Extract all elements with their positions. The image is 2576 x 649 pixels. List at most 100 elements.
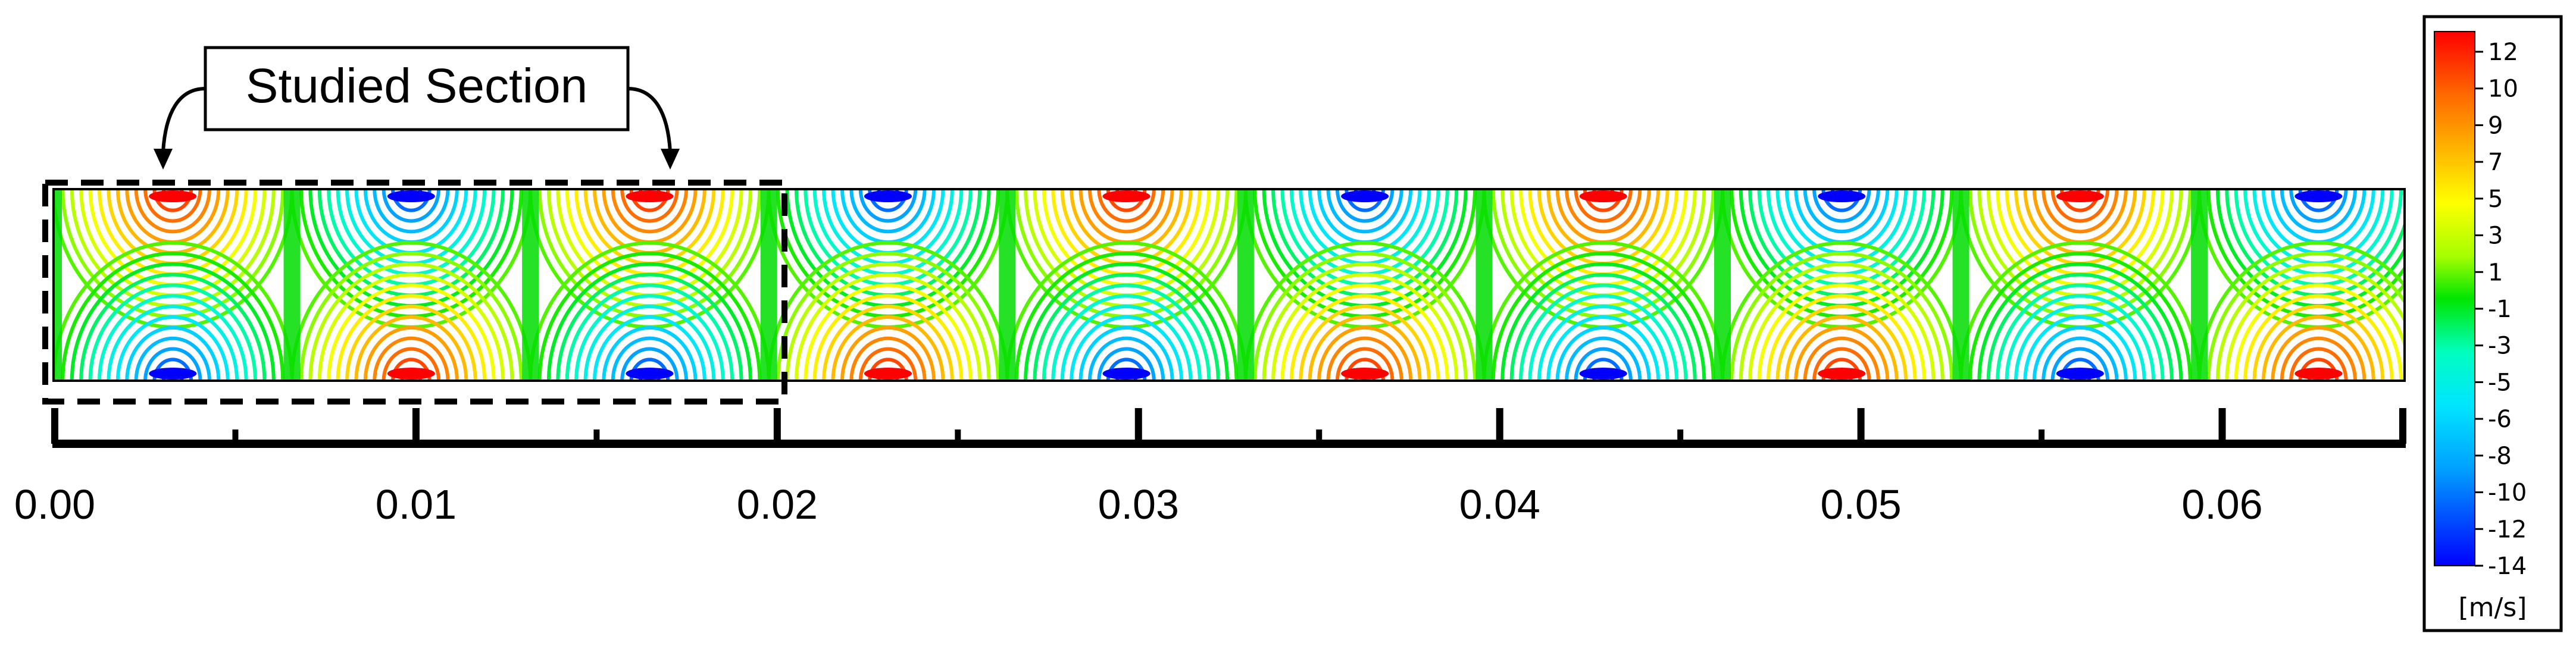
callout-arrowhead-left bbox=[154, 149, 173, 170]
contour-line bbox=[611, 337, 689, 381]
separatrix-band bbox=[2191, 189, 2208, 381]
colorbar: 12 10 9 7 5 3 1 -1 -3 -5 -6 -8 -10 -12 -14 [m/s] bbox=[2422, 15, 2563, 632]
x-axis: 0.00 0.01 0.02 0.03 0.04 0.05 0.06 bbox=[14, 408, 2406, 528]
contour-line bbox=[1968, 251, 2192, 381]
contour-line bbox=[1775, 305, 1908, 381]
contour-line bbox=[1042, 283, 1211, 381]
contour-line bbox=[373, 189, 450, 234]
contour-line bbox=[61, 251, 285, 381]
tick-label: 0.06 bbox=[2181, 481, 2262, 528]
contour-line bbox=[308, 262, 514, 381]
contour-line bbox=[1757, 283, 1926, 381]
contour-line bbox=[776, 251, 1000, 381]
contour-line bbox=[143, 189, 202, 223]
contour-line bbox=[529, 241, 771, 381]
contour-line bbox=[2234, 283, 2403, 381]
contour-core bbox=[864, 368, 912, 380]
contour-line bbox=[785, 262, 991, 381]
contour-core bbox=[1818, 190, 1866, 202]
contour-line bbox=[1262, 262, 1468, 381]
contour-core bbox=[2056, 368, 2104, 380]
colorbar-label: 7 bbox=[2488, 149, 2503, 176]
contour-line bbox=[1253, 251, 1477, 381]
contour-line bbox=[1308, 315, 1422, 381]
contour-line bbox=[1767, 294, 1917, 381]
contour-line bbox=[812, 294, 964, 381]
contour-line bbox=[1794, 326, 1890, 381]
contour-line bbox=[115, 315, 230, 381]
contour-line bbox=[2050, 189, 2110, 223]
contour-line bbox=[1555, 326, 1651, 381]
tick-label: 0.05 bbox=[1820, 481, 1901, 528]
contour-line bbox=[565, 284, 734, 381]
contour-line bbox=[1014, 251, 1239, 381]
contour-line bbox=[125, 325, 221, 381]
contour-line bbox=[1996, 283, 2165, 381]
contour-line bbox=[143, 347, 202, 381]
contour-line bbox=[336, 294, 487, 381]
contour-line bbox=[1299, 305, 1431, 381]
contour-line bbox=[299, 251, 523, 381]
velocity-contour-field bbox=[54, 189, 2405, 381]
contour-line bbox=[134, 336, 211, 381]
contour-line bbox=[1051, 294, 1202, 381]
contour-line bbox=[794, 272, 982, 381]
contour-line bbox=[79, 272, 267, 381]
colorbar-label: -12 bbox=[2488, 516, 2527, 543]
colorbar-gradient bbox=[2434, 31, 2475, 566]
contour-line bbox=[583, 189, 716, 265]
contour-line bbox=[620, 347, 679, 381]
contour-line bbox=[1280, 283, 1449, 381]
contour-line bbox=[2225, 272, 2405, 381]
separatrix-band bbox=[999, 189, 1016, 381]
contour-core bbox=[1102, 190, 1151, 202]
separatrix-band bbox=[760, 189, 777, 381]
contour-line bbox=[1574, 189, 1633, 223]
contour-line bbox=[2042, 337, 2119, 381]
contour-line bbox=[583, 305, 716, 381]
contour-line bbox=[849, 189, 927, 233]
separatrix-band bbox=[54, 189, 62, 381]
tick-label: 0.01 bbox=[376, 481, 457, 528]
contour-line bbox=[592, 315, 706, 381]
contour-line bbox=[1005, 241, 1248, 381]
contour-line bbox=[602, 325, 698, 381]
contour-core bbox=[149, 190, 197, 202]
contour-line bbox=[2014, 189, 2146, 265]
colorbar-label: 9 bbox=[2488, 112, 2503, 139]
contour-core bbox=[149, 368, 197, 380]
colorbar-label: -5 bbox=[2488, 369, 2512, 396]
contour-line bbox=[1289, 294, 1440, 381]
contour-line bbox=[373, 336, 450, 381]
domain-border bbox=[52, 188, 2406, 382]
contour-line bbox=[2042, 189, 2119, 233]
contour-line bbox=[1812, 189, 1871, 223]
contour-line bbox=[831, 315, 945, 381]
contour-line bbox=[1317, 326, 1413, 381]
tick-label: 0.04 bbox=[1459, 481, 1540, 528]
contour-line bbox=[537, 252, 762, 381]
contour-line bbox=[1070, 315, 1183, 381]
contour-line bbox=[2261, 315, 2375, 381]
contour-line bbox=[1335, 189, 1395, 223]
colorbar-label: 5 bbox=[2488, 186, 2503, 213]
contour-line bbox=[1243, 241, 1486, 381]
contour-line bbox=[1812, 347, 1871, 381]
contour-line bbox=[858, 347, 918, 381]
contour-core bbox=[1102, 368, 1151, 380]
contour-line bbox=[1326, 336, 1403, 381]
contour-core bbox=[387, 368, 435, 380]
studied-section-callout: Studied Section bbox=[154, 46, 680, 170]
tick-label: 0.00 bbox=[14, 481, 95, 528]
contour-line bbox=[1986, 272, 2174, 381]
colorbar-label: -8 bbox=[2488, 443, 2512, 470]
contour-line bbox=[345, 305, 477, 381]
contour-line bbox=[2032, 326, 2128, 381]
contour-line bbox=[822, 305, 954, 381]
separatrix-band bbox=[1237, 189, 1254, 381]
contour-line bbox=[2252, 305, 2385, 381]
contour-core bbox=[1818, 368, 1866, 380]
contour-line bbox=[1087, 337, 1165, 381]
contour-line bbox=[1537, 189, 1670, 265]
contour-line bbox=[1491, 251, 1715, 381]
